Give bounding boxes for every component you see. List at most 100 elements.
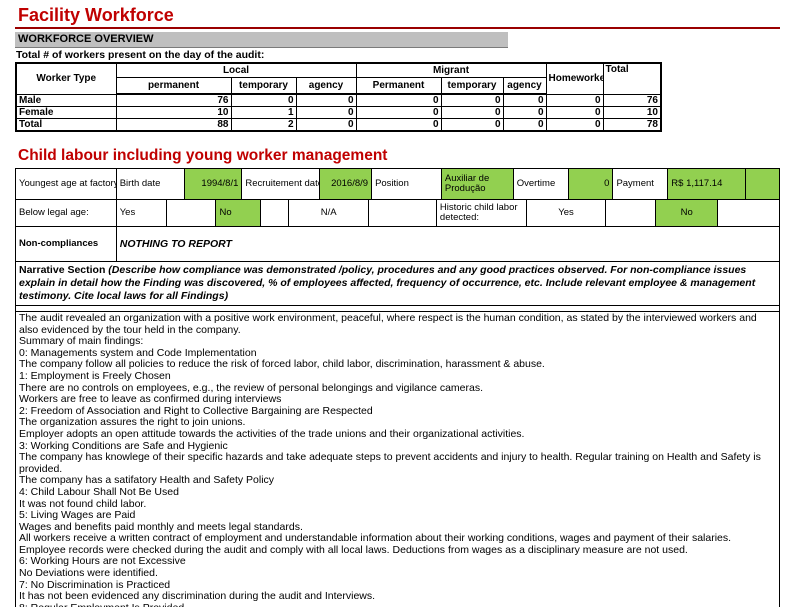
narrative-line: All workers receive a written contract o…	[19, 532, 732, 556]
worker-type-cell: Total	[15, 118, 117, 132]
page-title: Facility Workforce	[18, 5, 174, 25]
count-cell: 76	[602, 93, 662, 107]
count-cell: 0	[355, 118, 442, 132]
table-row: Female 10 1 0 0 0 0 0 10	[15, 106, 662, 119]
migrant-group-header: Migrant	[355, 62, 547, 78]
title-underline	[15, 27, 780, 29]
birth-date-label: Birth date	[115, 169, 184, 199]
count-cell: 0	[440, 118, 504, 132]
count-cell: 76	[115, 93, 232, 107]
narrative-line: The company follow all policies to reduc…	[19, 358, 545, 371]
payment-label: Payment	[612, 169, 667, 199]
count-cell: 0	[545, 118, 604, 132]
narrative-line: It was not found child labor.	[19, 497, 147, 510]
count-cell: 0	[545, 93, 604, 107]
payment-value: R$ 1,117.14	[667, 169, 746, 199]
narrative-line: There are no controls on employees, e.g.…	[19, 381, 484, 394]
local-agency-header: agency	[295, 76, 357, 95]
count-cell: 0	[230, 93, 297, 107]
worker-type-cell: Female	[15, 106, 117, 119]
narrative-line: The organization assures the right to jo…	[19, 416, 246, 429]
empty-cell	[368, 200, 436, 226]
payment-extra-cell	[745, 169, 780, 199]
below-legal-age-label: Below legal age:	[19, 206, 89, 218]
narrative-line: 3: Working Conditions are Safe and Hygie…	[19, 439, 228, 452]
empty-cell	[717, 200, 779, 226]
local-permanent-header: permanent	[115, 76, 232, 95]
youngest-age-row: Youngest age at factory: Birth date 1994…	[16, 169, 780, 199]
historic-yes-label: Yes	[525, 200, 606, 226]
overtime-label: Overtime	[512, 169, 568, 199]
below-legal-yes-label: Yes	[115, 200, 166, 226]
count-cell: 0	[295, 106, 357, 119]
count-cell: 2	[230, 118, 297, 132]
workforce-overview-header: WORKFORCE OVERVIEW	[15, 32, 508, 48]
count-cell: 88	[115, 118, 232, 132]
narrative-line: 4: Child Labour Shall Not Be Used	[19, 485, 179, 498]
narrative-line: 5: Living Wages are Paid	[19, 509, 136, 522]
count-cell: 0	[502, 93, 547, 107]
count-cell: 10	[115, 106, 232, 119]
total-header: Total	[602, 62, 662, 95]
homeworker-header: Homeworker	[545, 62, 604, 95]
count-cell: 10	[602, 106, 662, 119]
narrative-line: Workers are free to leave as confirmed d…	[19, 393, 282, 406]
count-cell: 0	[355, 106, 442, 119]
narrative-line: It has not been evidenced any discrimina…	[19, 590, 376, 603]
child-labour-title: Child labour including young worker mana…	[18, 147, 388, 164]
count-cell: 0	[440, 93, 504, 107]
count-cell: 1	[230, 106, 297, 119]
worker-type-cell: Male	[15, 93, 117, 107]
narrative-line: Summary of main findings:	[19, 335, 144, 348]
recruitment-date-label: Recruitement date	[241, 169, 319, 199]
migrant-temporary-header: temporary	[440, 76, 504, 95]
count-cell: 0	[545, 106, 604, 119]
youngest-age-label: Youngest age at factory:	[19, 177, 116, 189]
narrative-heading: Narrative Section	[19, 264, 109, 276]
table-row: Total 88 2 0 0 0 0 0 78	[15, 118, 662, 132]
narrative-line: 7: No Discrimination is Practiced	[19, 578, 171, 591]
empty-cell	[165, 200, 216, 226]
below-legal-no-value: No	[215, 200, 261, 226]
count-cell: 0	[295, 118, 357, 132]
narrative-line: No Deviations were identified.	[19, 567, 158, 580]
empty-cell	[605, 200, 655, 226]
workforce-intro-label: Total # of workers present on the day of…	[16, 49, 265, 61]
narrative-line: 6: Working Hours are not Excessive	[19, 555, 186, 568]
count-cell: 0	[355, 93, 442, 107]
narrative-line: 1: Employment is Freely Chosen	[19, 369, 171, 382]
child-labour-table: Youngest age at factory: Birth date 1994…	[15, 168, 780, 262]
narrative-line: The company has a satifatory Health and …	[19, 474, 275, 487]
non-compliances-row: Non-compliances NOTHING TO REPORT	[16, 226, 779, 261]
non-compliances-label: Non-compliances	[19, 237, 99, 249]
position-value: Auxiliar de Produção	[440, 169, 513, 199]
historic-no-value: No	[655, 200, 718, 226]
worker-type-header: Worker Type	[15, 62, 117, 95]
narrative-line: Wages and benefits paid monthly and meet…	[19, 520, 303, 533]
overtime-value: 0	[567, 169, 613, 199]
empty-cell	[260, 200, 288, 226]
narrative-line: 8: Regular Employment Is Provided	[19, 602, 776, 607]
workforce-table: Worker Type Local Migrant Homeworker Tot…	[15, 62, 662, 132]
position-label: Position	[371, 169, 441, 199]
narrative-line: 0: Managements system and Code Implement…	[19, 346, 257, 359]
birth-date-value: 1994/8/1	[183, 169, 242, 199]
count-cell: 0	[502, 118, 547, 132]
below-legal-age-row: Below legal age: Yes No N/A Historic chi…	[16, 199, 779, 226]
count-cell: 0	[502, 106, 547, 119]
recruitment-date-value: 2016/8/9	[319, 169, 372, 199]
narrative-line: The audit revealed an organization with …	[19, 312, 757, 336]
workforce-table-body: Male 76 0 0 0 0 0 0 76 Female 10 1 0 0 0 0 0 10 Total 88 2 0 0…	[15, 93, 662, 132]
table-row: Male 76 0 0 0 0 0 0 76	[15, 93, 662, 107]
non-compliances-value: NOTHING TO REPORT	[115, 227, 779, 261]
narrative-section-header: Narrative Section (Describe how complian…	[15, 261, 780, 306]
local-temporary-header: temporary	[230, 76, 297, 95]
migrant-agency-header: agency	[502, 76, 547, 95]
narrative-line: Employer adopts an open attitude towards…	[19, 427, 525, 440]
count-cell: 0	[440, 106, 504, 119]
count-cell: 0	[295, 93, 357, 107]
count-cell: 78	[602, 118, 662, 132]
below-legal-na-value: N/A	[288, 200, 368, 226]
local-group-header: Local	[115, 62, 357, 78]
